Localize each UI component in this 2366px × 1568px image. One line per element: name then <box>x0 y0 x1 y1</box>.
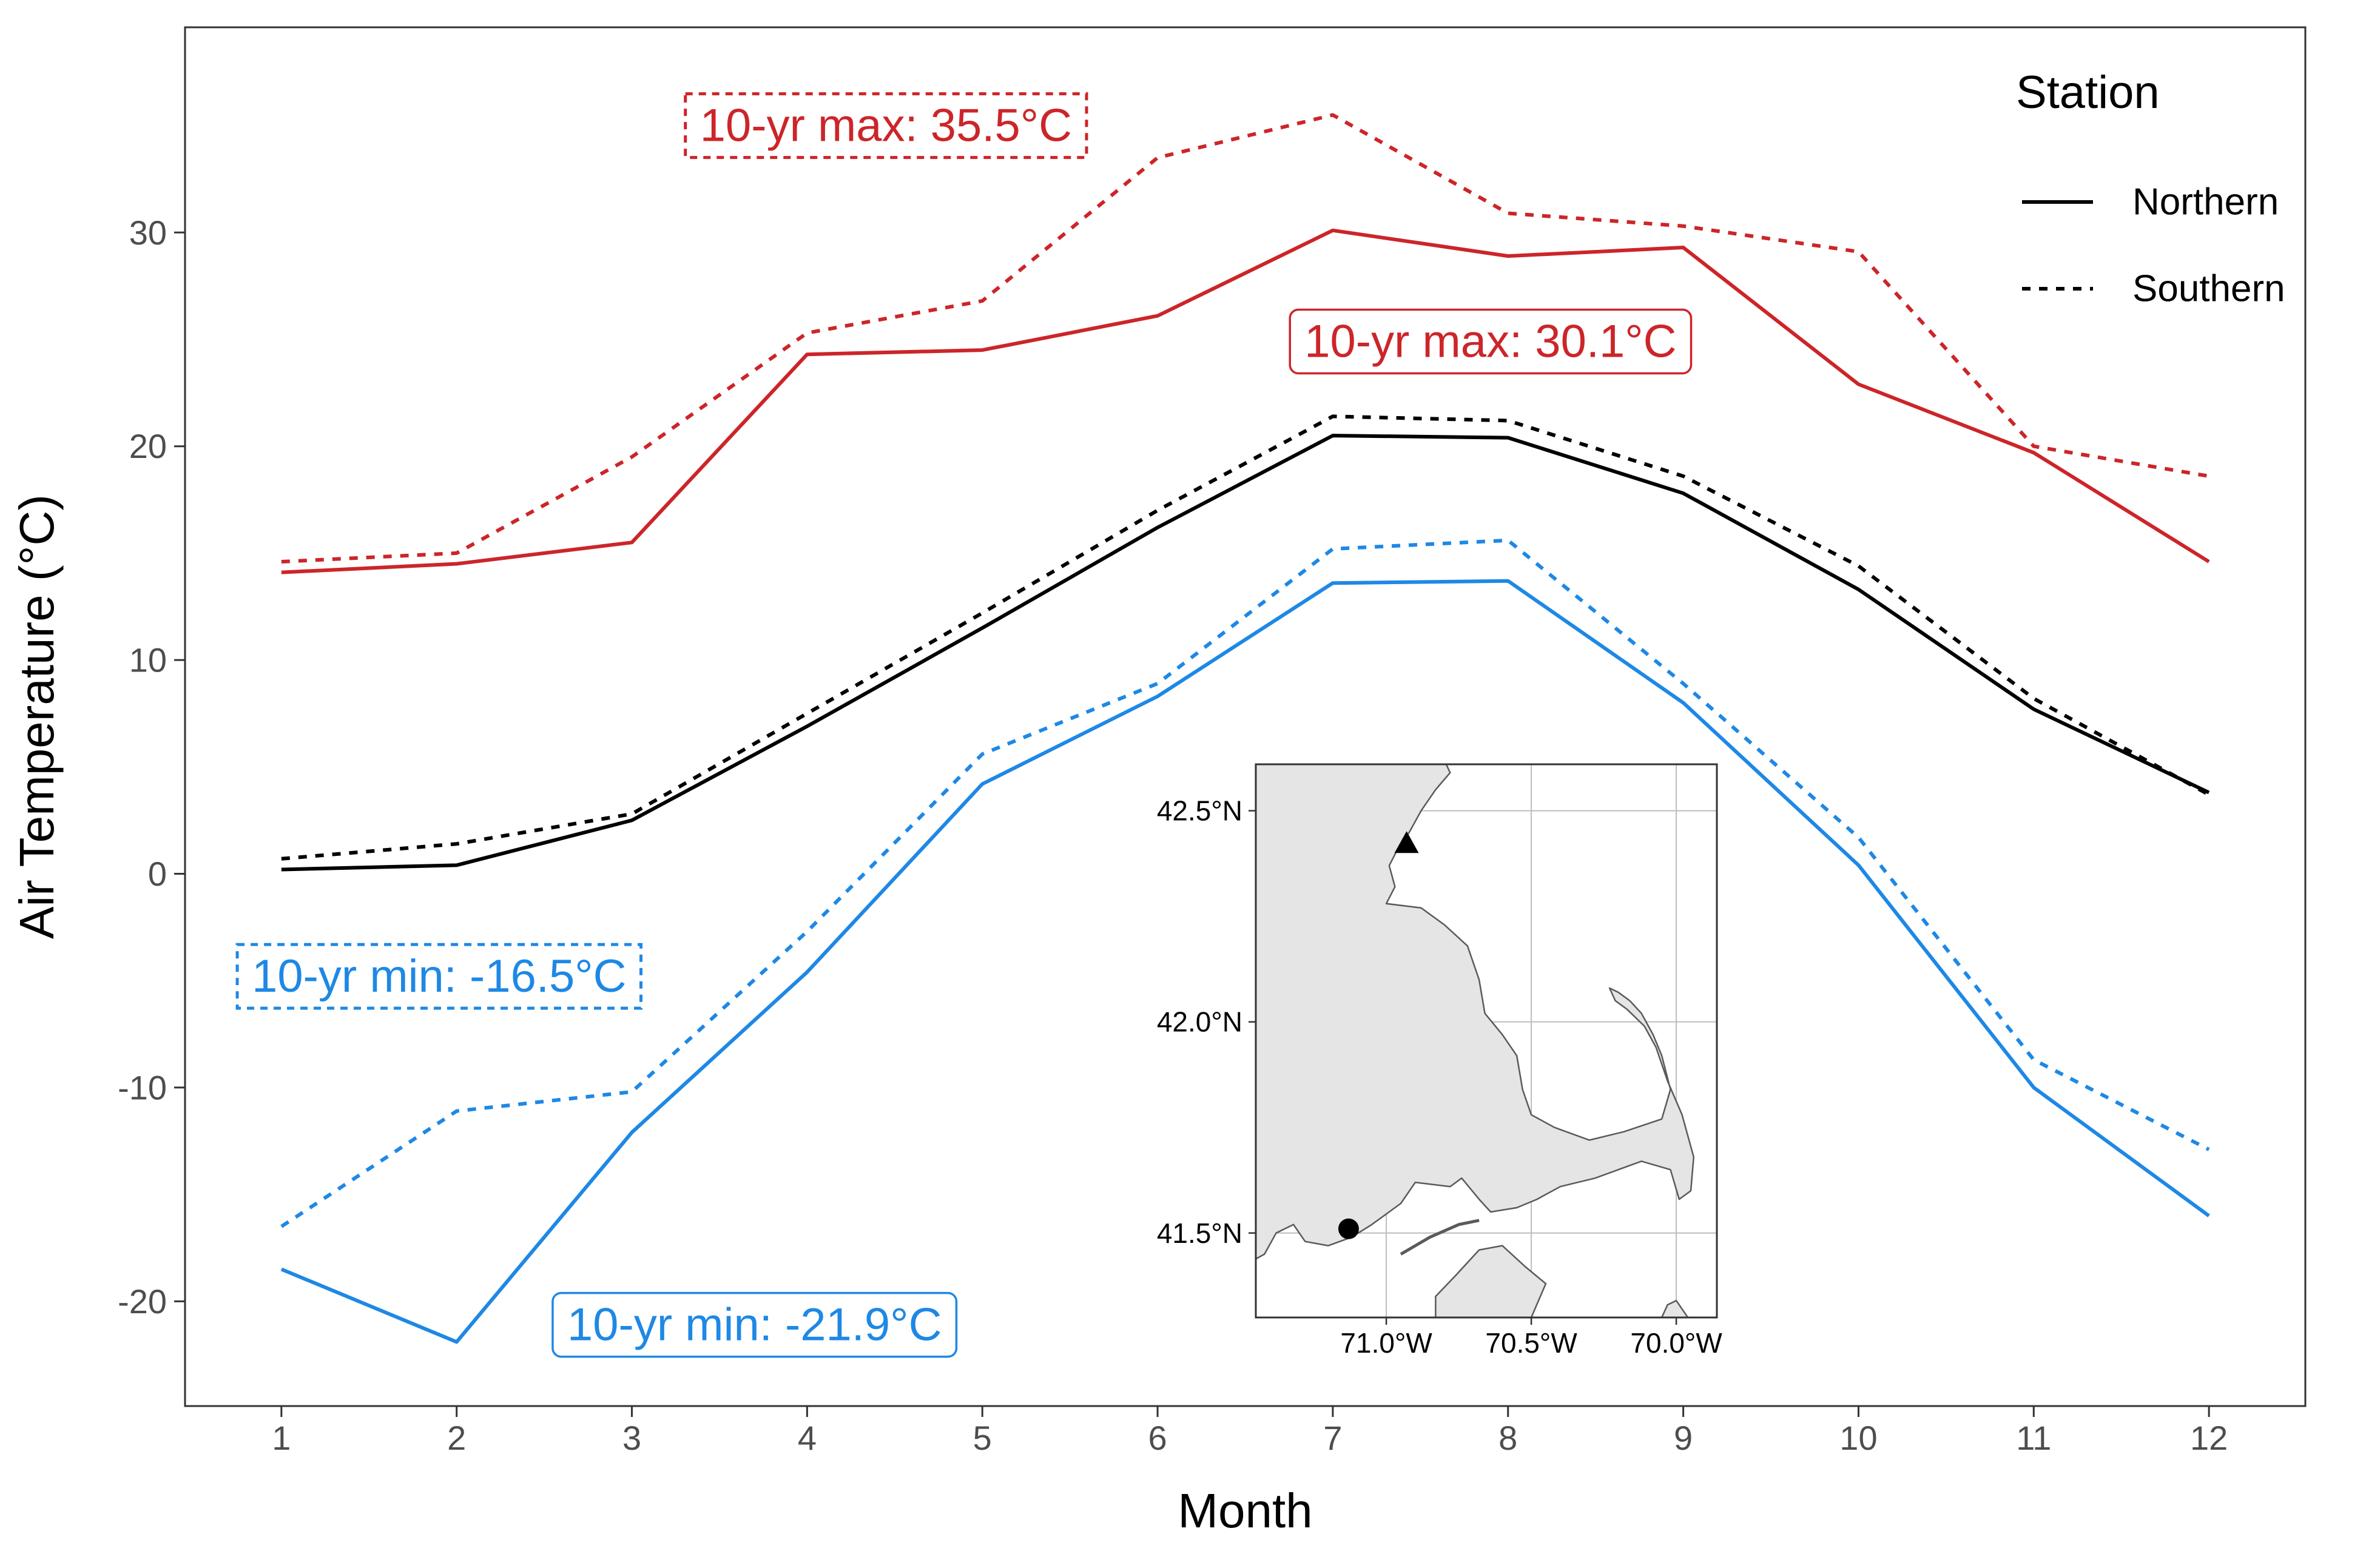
legend-label-southern: Southern <box>2132 268 2285 310</box>
map-land-island <box>1660 1299 1689 1317</box>
x-axis-title: Month <box>1178 1484 1312 1538</box>
x-tick-label: 4 <box>798 1419 817 1457</box>
series-line-southern-mean <box>281 414 2210 861</box>
y-tick-label: -10 <box>118 1068 167 1106</box>
y-tick-label: 10 <box>129 641 167 679</box>
map-lat-label: 41.5°N <box>1157 1217 1242 1249</box>
map-lon-label: 70.5°W <box>1485 1327 1577 1359</box>
x-tick-label: 7 <box>1323 1419 1342 1457</box>
map-lat-label: 42.0°N <box>1157 1006 1242 1038</box>
x-tick-label: 10 <box>1839 1419 1877 1457</box>
map-lon-label: 70.0°W <box>1630 1327 1722 1359</box>
annotation-box-4 <box>551 1291 958 1358</box>
map-land-island <box>1435 1245 1547 1317</box>
annotation-box-3 <box>235 943 643 1010</box>
map-station-marker-southern <box>1338 1218 1359 1239</box>
map-lat-label: 42.5°N <box>1157 795 1242 827</box>
map-content <box>1256 764 1717 1317</box>
y-tick-label: -20 <box>118 1282 167 1321</box>
x-tick-label: 9 <box>1674 1419 1693 1457</box>
plot-panel-border <box>184 26 2307 1407</box>
x-tick-label: 3 <box>622 1419 641 1457</box>
annotation-label-2: 10-yr max: 30.1°C <box>1304 316 1676 368</box>
y-tick-label: 30 <box>129 214 167 252</box>
series-line-northern-max <box>281 228 2210 574</box>
legend-title: Station <box>2016 67 2160 118</box>
annotation-label-3: 10-yr min: -16.5°C <box>252 951 626 1002</box>
series-line-southern-min <box>280 538 2210 1228</box>
map-station-marker-northern <box>1394 831 1419 853</box>
map-land-island <box>1400 1219 1480 1256</box>
x-tick-label: 5 <box>973 1419 992 1457</box>
annotation-label-4: 10-yr min: -21.9°C <box>567 1299 942 1351</box>
x-tick-label: 12 <box>2190 1419 2228 1457</box>
annotation-box-1 <box>684 92 1088 160</box>
legend-label-northern: Northern <box>2132 181 2279 223</box>
series-line-southern-max <box>281 113 2209 564</box>
x-tick-label: 1 <box>272 1419 291 1457</box>
annotation-label-1: 10-yr max: 35.5°C <box>700 100 1072 152</box>
map-lon-label: 71.0°W <box>1340 1327 1432 1359</box>
map-land-mainland <box>1256 764 1695 1260</box>
x-tick-label: 6 <box>1148 1419 1167 1457</box>
series-line-northern-min <box>280 579 2210 1344</box>
y-tick-label: 20 <box>129 427 167 465</box>
annotation-box-2 <box>1289 308 1693 375</box>
y-tick-label: 0 <box>148 855 167 893</box>
series-line-northern-mean <box>281 434 2210 872</box>
map-border <box>1255 763 1718 1319</box>
x-tick-label: 2 <box>447 1419 466 1457</box>
y-axis-title: Air Temperature (°C) <box>10 494 64 939</box>
x-tick-label: 8 <box>1498 1419 1517 1457</box>
x-tick-label: 11 <box>2016 1419 2051 1457</box>
